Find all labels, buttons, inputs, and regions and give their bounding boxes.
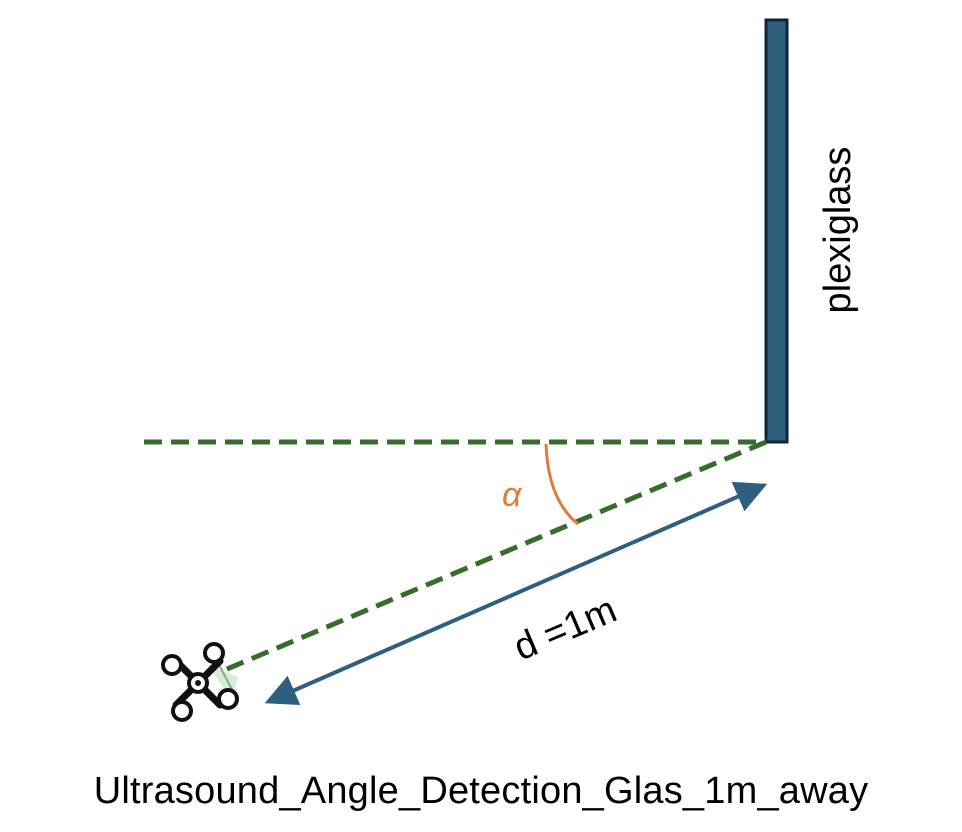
wall-label: plexiglass: [817, 147, 859, 314]
diagram-caption: Ultrasound_Angle_Detection_Glas_1m_away: [93, 770, 869, 812]
sensor-beam-line: [219, 439, 767, 675]
distance-arrow: [264, 481, 768, 706]
distance-label: d =1m: [508, 589, 623, 669]
drone-icon: [161, 642, 239, 722]
angle-arc: [544, 443, 579, 526]
angle-label: α: [502, 476, 523, 514]
plexiglass-wall: [764, 18, 789, 444]
